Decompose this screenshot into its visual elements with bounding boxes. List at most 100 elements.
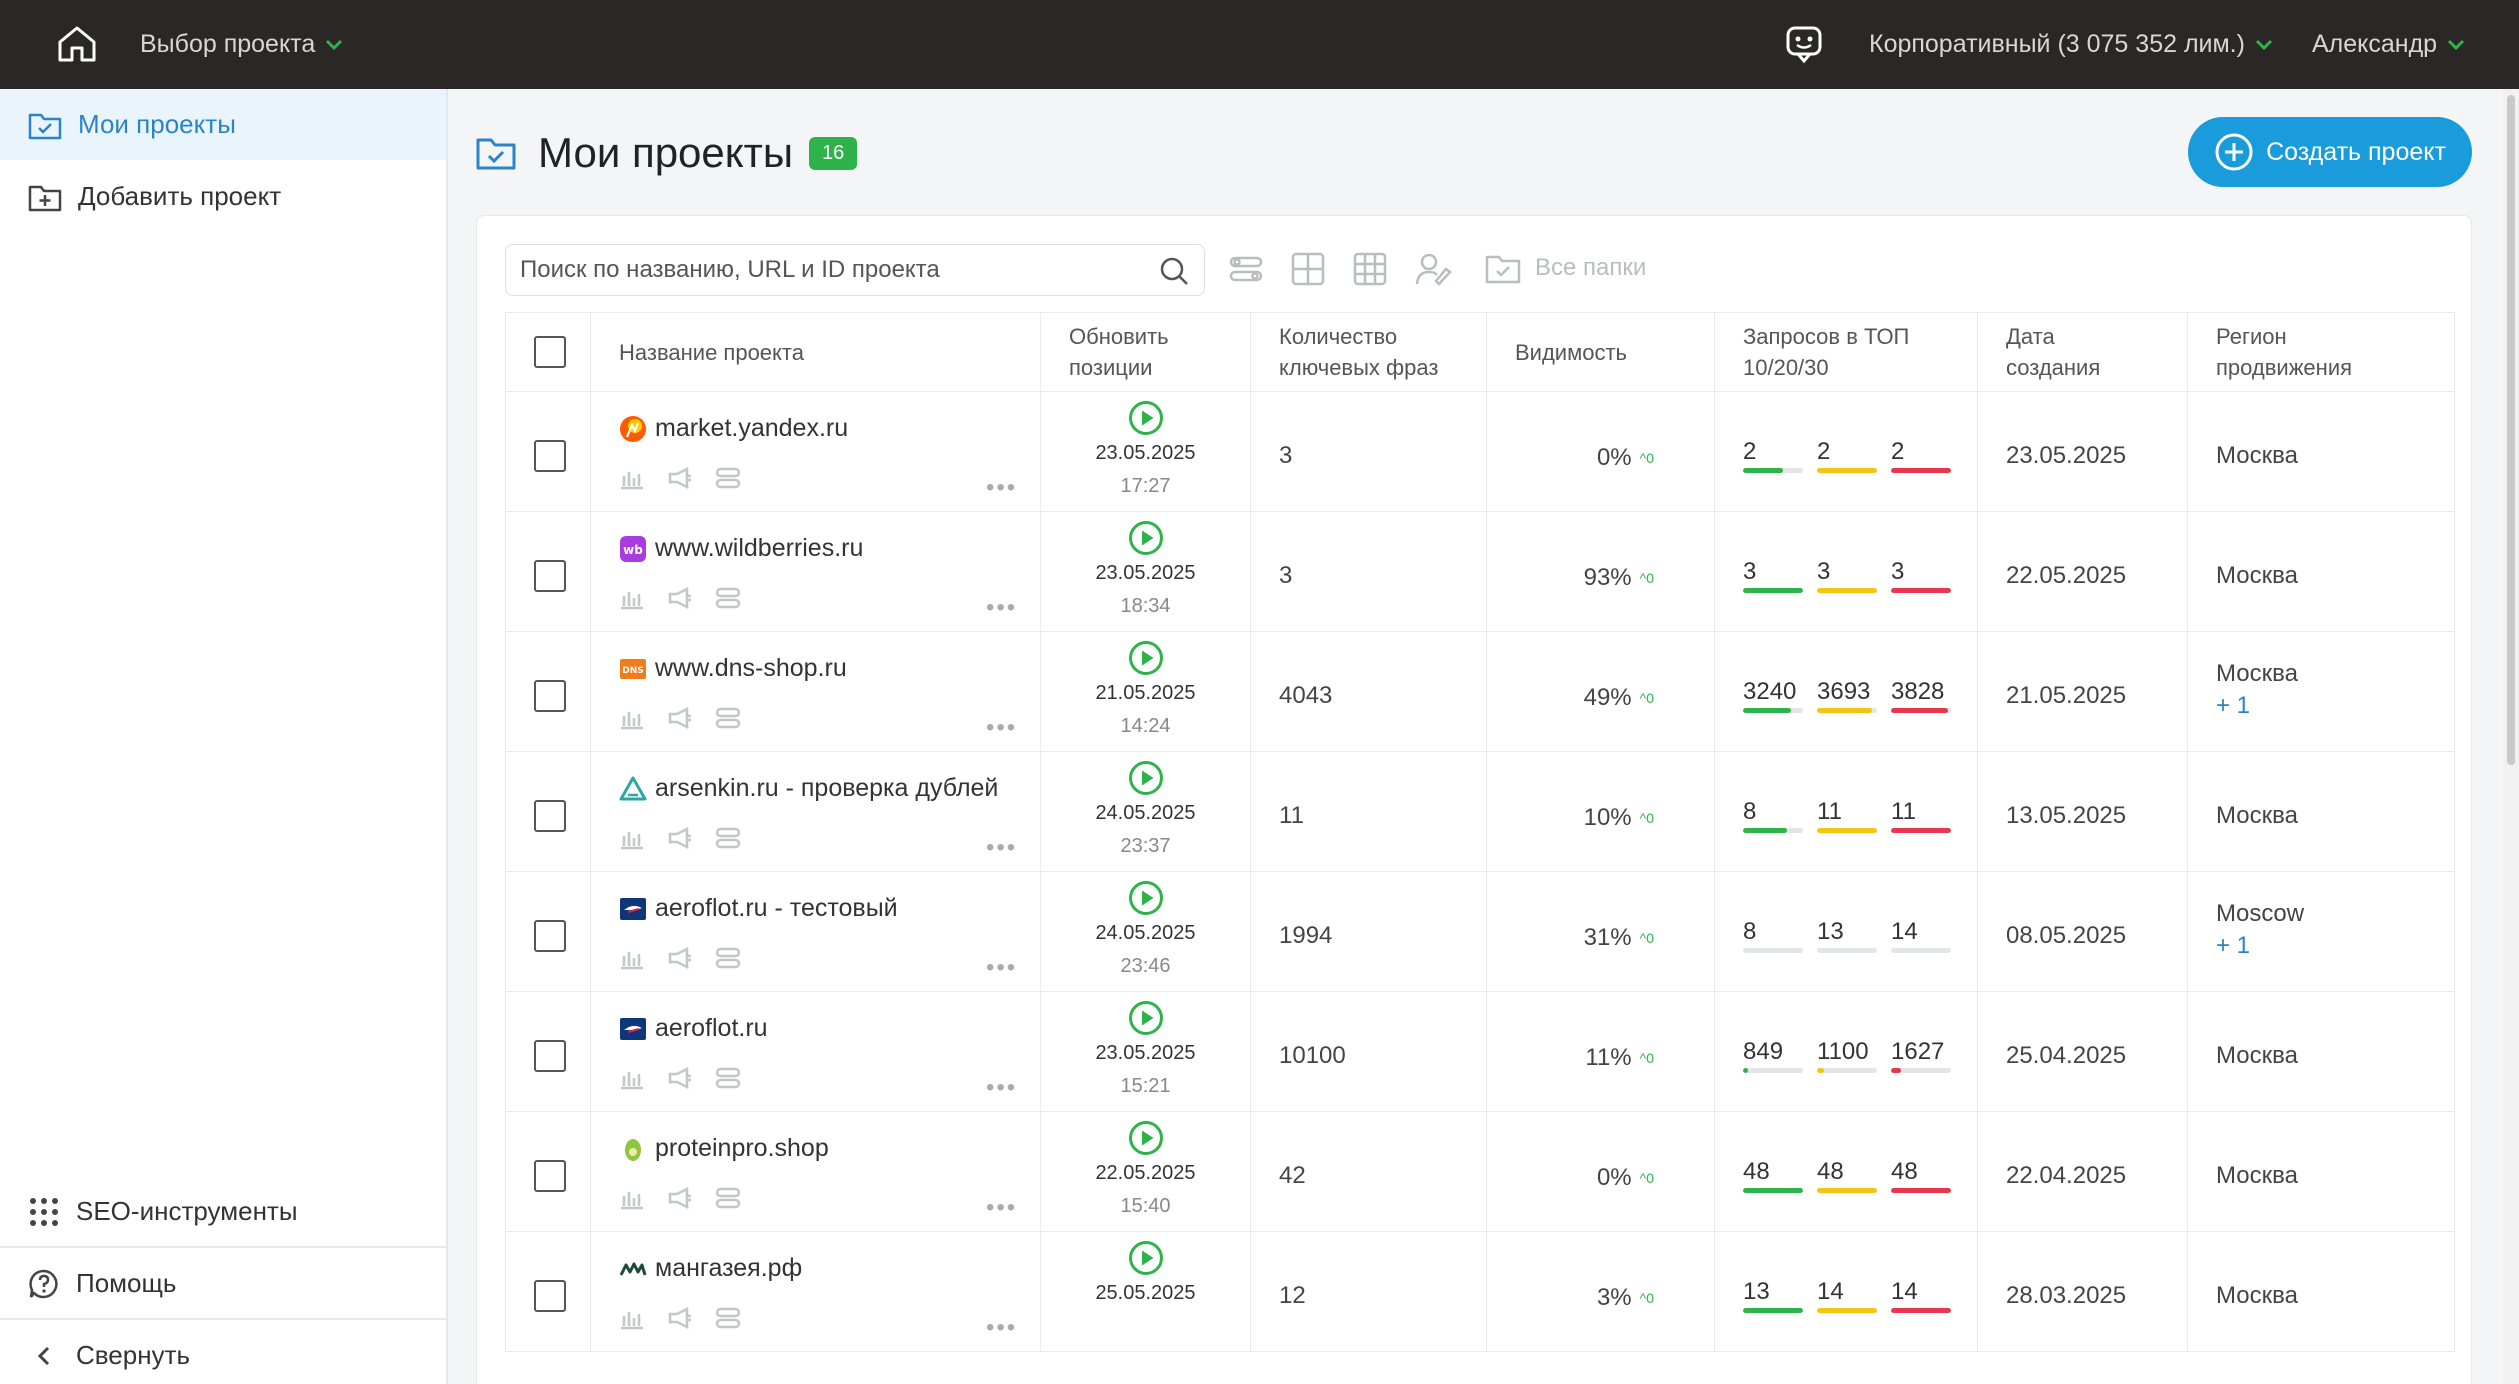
settings-toggles-icon[interactable] [715,1186,741,1210]
top20[interactable]: 14 [1817,1278,1877,1313]
play-icon[interactable] [1128,1120,1164,1156]
project-link[interactable]: arsenkin.ru - проверка дублей [619,774,998,803]
top30[interactable]: 11 [1891,798,1951,833]
top30[interactable]: 14 [1891,1278,1951,1313]
settings-toggles-icon[interactable] [715,826,741,850]
settings-toggles-icon[interactable] [715,946,741,970]
top10[interactable]: 8 [1743,798,1803,833]
sidebar-item-add-project[interactable]: Добавить проект [0,161,446,232]
region-more-link[interactable]: + 1 [2216,692,2251,719]
project-link[interactable]: wb www.wildberries.ru [619,534,863,563]
settings-toggles-icon[interactable] [715,1066,741,1090]
table-row[interactable]: aeroflot.ru - тестовый ••• 24.05.2025 23… [505,872,2455,992]
top30[interactable]: 14 [1891,918,1951,953]
header-region[interactable]: Регион продвижения [2188,313,2441,391]
sidebar-item-seo-tools[interactable]: SEO-инструменты [0,1176,446,1247]
top20[interactable]: 3693 [1817,678,1877,713]
table-row[interactable]: мангазея.рф ••• 25.05.2025 12 3% ^0 13 [505,1232,2455,1352]
stats-chart-icon[interactable] [619,1066,645,1090]
project-link[interactable]: DNS www.dns-shop.ru [619,654,847,683]
table-row[interactable]: market.yandex.ru ••• 23.05.2025 17:27 3 … [505,392,2455,512]
row-checkbox[interactable] [534,1160,566,1192]
header-keywords[interactable]: Количество ключевых фраз [1251,313,1487,391]
play-icon[interactable] [1128,1240,1164,1276]
settings-toggles-icon[interactable] [715,706,741,730]
header-visibility[interactable]: Видимость [1487,313,1715,391]
plan-selector[interactable]: Корпоративный (3 075 352 лим.) [1869,30,2273,59]
more-actions-icon[interactable]: ••• [986,1194,1018,1221]
megaphone-icon[interactable] [667,826,693,850]
settings-toggles-icon[interactable] [715,466,741,490]
top30[interactable]: 1627 [1891,1038,1951,1073]
more-actions-icon[interactable]: ••• [986,1074,1018,1101]
megaphone-icon[interactable] [667,946,693,970]
table-row[interactable]: wb www.wildberries.ru ••• 23.05.2025 18:… [505,512,2455,632]
stats-chart-icon[interactable] [619,826,645,850]
region-more-link[interactable]: + 1 [2216,932,2251,959]
play-icon[interactable] [1128,640,1164,676]
top10[interactable]: 13 [1743,1278,1803,1313]
header-top[interactable]: Запросов в ТОП 10/20/30 [1715,313,1978,391]
more-actions-icon[interactable]: ••• [986,714,1018,741]
search-icon[interactable] [1158,255,1190,287]
top30[interactable]: 3 [1891,558,1951,593]
stats-chart-icon[interactable] [619,466,645,490]
home-icon[interactable] [56,24,98,64]
play-icon[interactable] [1128,760,1164,796]
table-row[interactable]: proteinpro.shop ••• 22.05.2025 15:40 42 … [505,1112,2455,1232]
header-created[interactable]: Дата создания [1978,313,2188,391]
page-scrollbar[interactable] [2503,89,2519,1384]
megaphone-icon[interactable] [667,466,693,490]
top30[interactable]: 48 [1891,1158,1951,1193]
project-link[interactable]: мангазея.рф [619,1254,802,1283]
filter-toggles-icon[interactable] [1229,252,1263,286]
more-actions-icon[interactable]: ••• [986,954,1018,981]
table-view-icon[interactable] [1353,252,1387,286]
table-row[interactable]: arsenkin.ru - проверка дублей ••• 24.05.… [505,752,2455,872]
row-checkbox[interactable] [534,1040,566,1072]
grid-view-icon[interactable] [1291,252,1325,286]
sidebar-item-collapse[interactable]: Свернуть [0,1320,446,1384]
megaphone-icon[interactable] [667,1186,693,1210]
more-actions-icon[interactable]: ••• [986,474,1018,501]
megaphone-icon[interactable] [667,586,693,610]
megaphone-icon[interactable] [667,1306,693,1330]
top20[interactable]: 2 [1817,438,1877,473]
top20[interactable]: 1100 [1817,1038,1877,1073]
settings-toggles-icon[interactable] [715,586,741,610]
top10[interactable]: 3 [1743,558,1803,593]
stats-chart-icon[interactable] [619,1306,645,1330]
settings-toggles-icon[interactable] [715,1306,741,1330]
stats-chart-icon[interactable] [619,586,645,610]
top10[interactable]: 48 [1743,1158,1803,1193]
table-row[interactable]: aeroflot.ru ••• 23.05.2025 15:21 10100 1… [505,992,2455,1112]
top10[interactable]: 8 [1743,918,1803,953]
row-checkbox[interactable] [534,560,566,592]
create-project-button[interactable]: Создать проект [2188,117,2472,187]
table-row[interactable]: DNS www.dns-shop.ru ••• 21.05.2025 14:24… [505,632,2455,752]
megaphone-icon[interactable] [667,1066,693,1090]
project-link[interactable]: aeroflot.ru - тестовый [619,894,898,923]
row-checkbox[interactable] [534,440,566,472]
sidebar-item-help[interactable]: Помощь [0,1248,446,1319]
top10[interactable]: 849 [1743,1038,1803,1073]
folders-filter[interactable]: Все папки [1485,252,1646,284]
row-checkbox[interactable] [534,1280,566,1312]
project-selector[interactable]: Выбор проекта [140,30,343,59]
top20[interactable]: 48 [1817,1158,1877,1193]
top30[interactable]: 2 [1891,438,1951,473]
top20[interactable]: 3 [1817,558,1877,593]
project-link[interactable]: aeroflot.ru [619,1014,768,1043]
row-checkbox[interactable] [534,800,566,832]
project-link[interactable]: proteinpro.shop [619,1134,829,1163]
play-icon[interactable] [1128,520,1164,556]
play-icon[interactable] [1128,1000,1164,1036]
play-icon[interactable] [1128,880,1164,916]
more-actions-icon[interactable]: ••• [986,594,1018,621]
sidebar-item-my-projects[interactable]: Мои проекты [0,89,446,160]
stats-chart-icon[interactable] [619,946,645,970]
top30[interactable]: 3828 [1891,678,1951,713]
search-input[interactable]: Поиск по названию, URL и ID проекта [505,244,1205,296]
top10[interactable]: 3240 [1743,678,1803,713]
user-edit-icon[interactable] [1415,252,1453,286]
